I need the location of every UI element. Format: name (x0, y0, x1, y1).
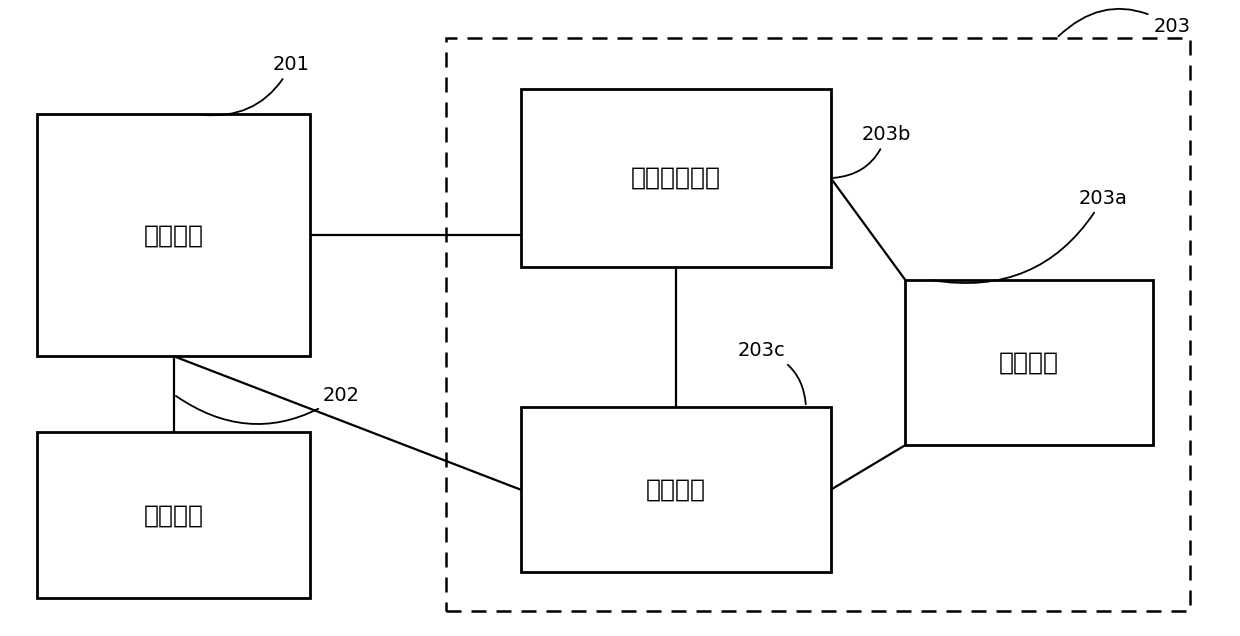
Text: 频偏计算单元: 频偏计算单元 (631, 166, 720, 190)
Bar (521, 89, 831, 267)
Text: 202: 202 (176, 385, 360, 424)
Text: 控制单元: 控制单元 (144, 503, 203, 527)
Bar (521, 407, 831, 572)
Bar (37, 114, 310, 356)
Bar (905, 280, 1153, 445)
Bar (446, 38, 1190, 611)
Text: 校正单元: 校正单元 (646, 478, 706, 502)
Bar (37, 432, 310, 598)
Text: 203b: 203b (833, 125, 911, 178)
Text: 201: 201 (201, 55, 310, 115)
Text: 203a: 203a (932, 188, 1127, 283)
Text: 接收单元: 接收单元 (144, 223, 203, 247)
Text: 203: 203 (1059, 9, 1190, 36)
Text: 存储单元: 存储单元 (999, 350, 1059, 375)
Text: 203c: 203c (738, 341, 806, 404)
